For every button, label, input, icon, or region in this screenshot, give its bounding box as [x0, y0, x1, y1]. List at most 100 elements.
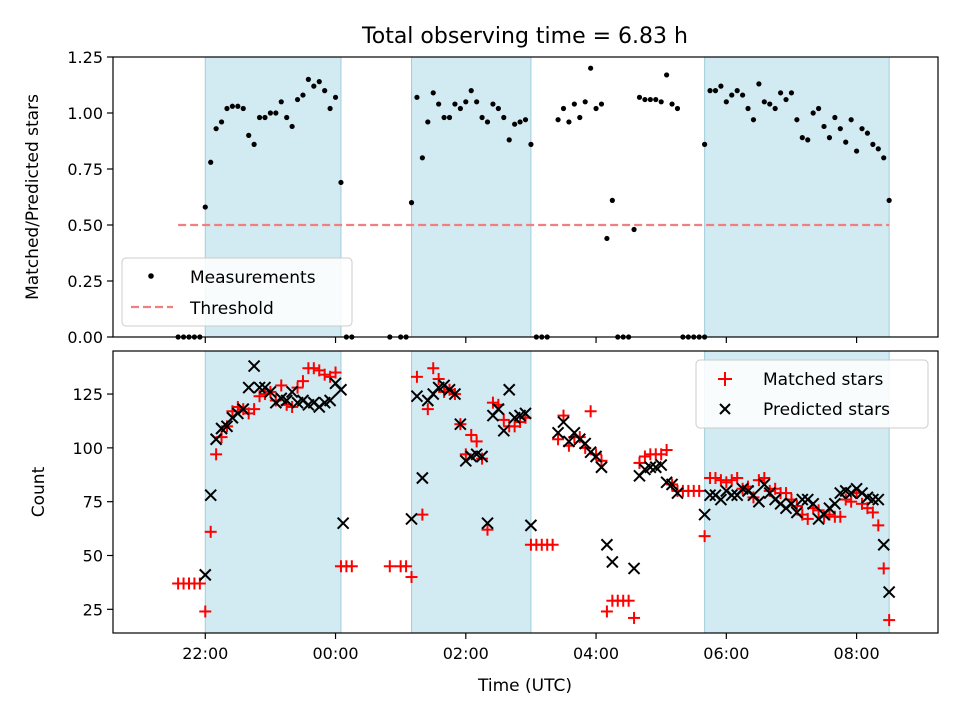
measurement-point — [702, 141, 708, 147]
measurement-point — [294, 96, 301, 103]
measurement-point — [300, 92, 306, 98]
predicted-star-point — [796, 493, 809, 506]
top-y-axis-label: Matched/Predicted stars — [23, 94, 43, 300]
matched-star-point — [758, 472, 771, 485]
observing-interval-1 — [411, 56, 532, 338]
measurement-point — [604, 235, 610, 242]
predicted-star-point — [806, 497, 820, 511]
matched-star-point — [883, 614, 896, 627]
matched-star-point — [318, 368, 331, 381]
measurement-point — [571, 101, 577, 107]
predicted-star-point — [866, 493, 880, 506]
predicted-star-point — [519, 407, 532, 420]
measurement-point — [441, 114, 447, 121]
predicted-star-point — [454, 417, 467, 431]
measurement-point — [843, 139, 849, 145]
observing-interval-2 — [704, 56, 890, 338]
predicted-star-point — [237, 402, 250, 416]
measurement-point — [799, 135, 805, 141]
y-tick-label: 0.25 — [67, 272, 103, 291]
matched-star-point — [465, 428, 478, 441]
measurement-point — [452, 101, 458, 107]
measurement-point — [224, 105, 230, 112]
matched-star-point — [714, 474, 727, 487]
measurement-point — [430, 90, 436, 96]
predicted-star-point — [334, 383, 348, 396]
matched-star-point — [638, 450, 651, 463]
measurement-point — [875, 146, 881, 152]
bottom-y-axis: 25 50 75 100 125 — [72, 385, 113, 619]
measurement-point — [517, 119, 523, 125]
y-tick-label: 0.75 — [67, 160, 103, 179]
measurement-point — [636, 94, 643, 100]
top-shaded-intervals — [204, 56, 890, 338]
measurement-point — [338, 179, 344, 186]
predicted-star-point — [405, 512, 418, 526]
measurement-point — [734, 88, 740, 94]
measurement-point — [756, 81, 762, 87]
measurement-point — [425, 119, 431, 125]
measurement-point — [805, 137, 811, 143]
measurement-point — [202, 204, 208, 210]
matched-star-point — [421, 403, 434, 416]
predicted-star-point — [247, 359, 261, 373]
x-tick-label: 22:00 — [182, 644, 228, 663]
measurement-point — [305, 76, 311, 82]
predicted-star-point — [199, 568, 212, 582]
predicted-star-point — [877, 538, 890, 551]
predicted-star-point — [654, 458, 668, 472]
matched-star-point — [432, 372, 445, 385]
measurement-point — [864, 130, 871, 136]
measurement-point — [707, 88, 713, 94]
measurement-point — [848, 117, 854, 123]
measurement-point — [468, 88, 474, 94]
top-plot-frame — [112, 56, 939, 338]
predicted-star-point — [790, 506, 804, 519]
matched-star-point — [329, 366, 342, 379]
x-axis-label: Time (UTC) — [477, 676, 572, 696]
x-tick-label: 04:00 — [573, 644, 619, 663]
measurement-point — [669, 101, 675, 107]
matched-star-point — [823, 508, 836, 521]
measurement-point — [528, 141, 534, 147]
measurement-point — [208, 159, 214, 165]
matched-star-point — [345, 560, 358, 573]
measurement-point — [772, 105, 778, 112]
y-tick-label: 125 — [72, 385, 103, 404]
measurement-point — [408, 200, 415, 206]
measurement-point — [446, 114, 453, 121]
y-tick-label: 25 — [83, 600, 103, 619]
measurement-point — [289, 123, 295, 130]
matched-star-point — [481, 523, 494, 536]
measurement-point — [436, 101, 442, 107]
matched-star-point — [427, 362, 440, 375]
measurement-point — [311, 83, 317, 89]
legend-label-threshold: Threshold — [189, 299, 274, 319]
measurement-point — [870, 141, 876, 147]
measurement-point — [794, 117, 800, 123]
y-tick-label: 0.50 — [67, 216, 103, 235]
legend-x-marker — [719, 403, 731, 415]
measurement-point — [740, 92, 746, 98]
predicted-star-point — [665, 478, 679, 491]
measurement-point — [246, 132, 252, 138]
matched-star-point — [628, 611, 641, 624]
measurement-point — [278, 99, 284, 105]
measurement-point — [853, 148, 860, 154]
bottom-legend: Matched stars Predicted stars — [695, 359, 929, 429]
y-tick-label: 1.00 — [67, 104, 103, 123]
predicted-star-point — [600, 538, 614, 551]
top-legend-box — [121, 257, 353, 327]
measurement-point — [837, 126, 843, 132]
bottom-y-axis-label: Count — [29, 466, 49, 517]
measurement-point — [674, 105, 681, 112]
predicted-star-point — [264, 385, 277, 399]
measurement-point — [810, 110, 816, 116]
matched-star-point — [584, 405, 597, 418]
measurement-point — [826, 135, 833, 141]
matched-star-point — [725, 474, 738, 487]
count-points — [172, 359, 896, 627]
measurement-point — [512, 121, 518, 127]
matched-star-point — [410, 370, 423, 383]
